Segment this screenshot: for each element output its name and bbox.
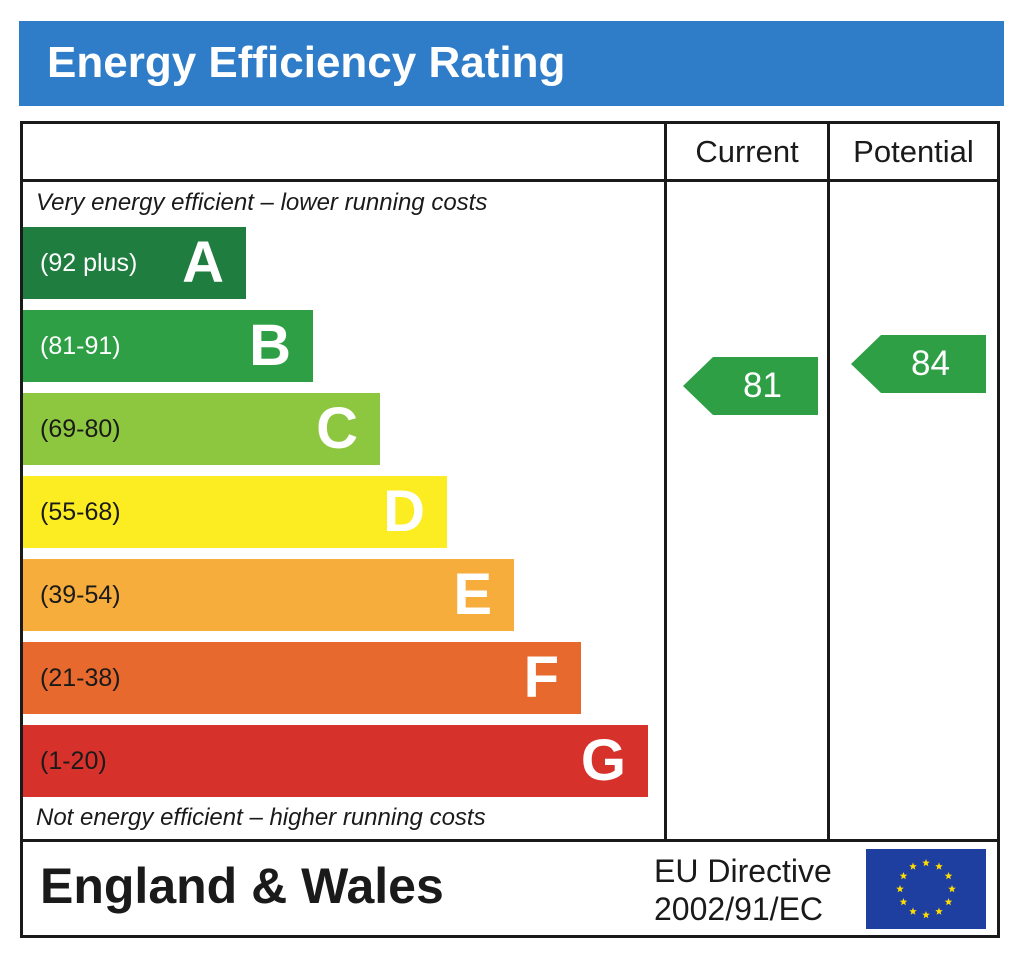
band-letter: A xyxy=(182,230,224,295)
eu-star-icon xyxy=(935,862,943,870)
eu-star-icon xyxy=(909,907,917,915)
potential-column-header: Potential xyxy=(853,134,974,169)
band-range-label: (1-20) xyxy=(40,747,107,775)
bottom-caption: Not energy efficient – higher running co… xyxy=(36,804,486,831)
rating-frame xyxy=(20,121,1000,938)
eu-star-icon xyxy=(944,872,953,880)
eu-star-icon xyxy=(909,862,917,870)
band-range-label: (81-91) xyxy=(40,332,121,360)
band-d: (55-68) D xyxy=(23,476,447,548)
eu-flag-icon xyxy=(866,849,986,929)
header-row-divider xyxy=(20,179,1000,182)
arrow-current: 81 xyxy=(683,357,818,415)
band-range-label: (55-68) xyxy=(40,498,121,526)
directive-line-1: EU Directive xyxy=(654,853,832,889)
arrow-polygon xyxy=(683,357,818,415)
band-letter: B xyxy=(249,313,291,378)
footer-row-divider xyxy=(20,839,1000,842)
band-letter: E xyxy=(453,562,492,627)
arrow-shape xyxy=(683,357,818,415)
region-label: England & Wales xyxy=(40,858,444,914)
band-range-label: (21-38) xyxy=(40,664,121,692)
band-letter: C xyxy=(316,396,358,461)
band-e: (39-54) E xyxy=(23,559,514,631)
arrow-value: 84 xyxy=(911,344,950,383)
column-divider-potential xyxy=(827,121,830,841)
eu-star-icon xyxy=(922,859,930,867)
band-range-label: (69-80) xyxy=(40,415,121,443)
header-bar: Energy Efficiency Rating xyxy=(19,21,1004,106)
eu-star-icon xyxy=(935,907,943,915)
chart-title: Energy Efficiency Rating xyxy=(47,38,566,87)
band-letter: F xyxy=(523,645,559,710)
band-b: (81-91) B xyxy=(23,310,313,382)
arrow-shape xyxy=(851,335,986,393)
eu-star-icon xyxy=(899,872,908,880)
eu-star-icon xyxy=(896,885,904,893)
directive-line-2: 2002/91/EC xyxy=(654,891,824,927)
arrow-value: 81 xyxy=(743,366,782,405)
arrow-polygon xyxy=(851,335,986,393)
band-letter: G xyxy=(580,728,626,793)
eu-directive: EU Directive 2002/91/EC xyxy=(654,852,832,928)
top-caption: Very energy efficient – lower running co… xyxy=(36,189,488,216)
band-a: (92 plus) A xyxy=(23,227,246,299)
eu-star-icon xyxy=(948,885,956,893)
arrow-potential: 84 xyxy=(851,335,986,393)
eu-star-icon xyxy=(899,898,908,906)
band-letter: D xyxy=(383,479,425,544)
band-c: (69-80) C xyxy=(23,393,380,465)
band-g: (1-20) G xyxy=(23,725,648,797)
band-range-label: (92 plus) xyxy=(40,249,138,277)
eu-star-icon xyxy=(922,911,930,919)
eu-star-icon xyxy=(944,898,953,906)
band-f: (21-38) F xyxy=(23,642,581,714)
eu-stars-icon xyxy=(896,859,956,919)
current-column-header: Current xyxy=(695,134,799,169)
column-divider-current xyxy=(664,121,667,841)
band-range-label: (39-54) xyxy=(40,581,121,609)
